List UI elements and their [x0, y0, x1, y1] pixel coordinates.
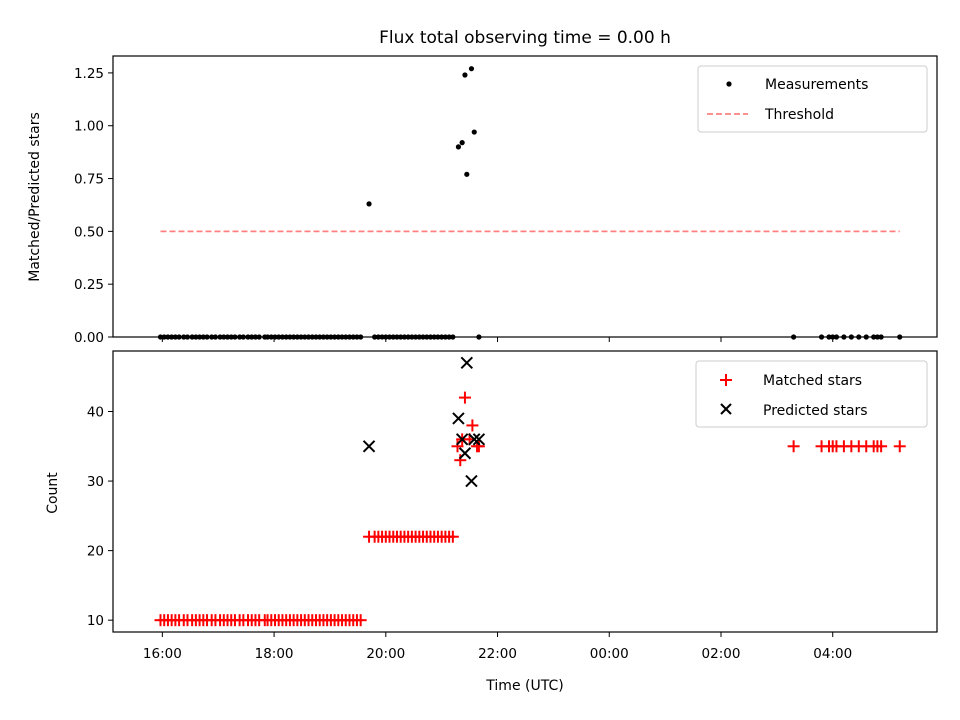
measurement-point: [366, 201, 372, 207]
top-y-tick-label: 1.00: [74, 119, 104, 135]
x-axis-label: Time (UTC): [485, 678, 563, 694]
bottom-y-axis-label: Count: [45, 472, 61, 514]
matched-star-point: [466, 419, 479, 432]
x-tick-label: 02:00: [702, 646, 741, 662]
bottom-x-axis: 16:00 18:00 20:00 22:00 00:00 02:00 04:00: [143, 632, 852, 662]
chart-title: Flux total observing time = 0.00 h: [379, 28, 671, 48]
legend-matched-label: Matched stars: [763, 373, 862, 389]
legend-threshold-label: Threshold: [764, 107, 834, 123]
predicted-star-point: [362, 440, 376, 453]
measurement-point: [462, 72, 468, 78]
bottom-y-tick-label: 20: [87, 544, 104, 560]
x-tick-label: 16:00: [143, 646, 182, 662]
x-tick-label: 18:00: [255, 646, 294, 662]
bottom-plot-area: [154, 356, 906, 627]
top-y-tick-label: 0.00: [74, 330, 104, 346]
bottom-panel: 10 20 30 40 16:00 18:00 20:00 22:00 00:00 02:00 0…: [45, 350, 938, 694]
x-tick-label: 00:00: [590, 646, 629, 662]
predicted-star-point: [452, 412, 465, 425]
top-y-axis: 0.00 0.25 0.50 0.75 1.00 1.25: [74, 66, 113, 346]
bottom-y-tick-label: 10: [87, 613, 104, 629]
top-y-tick-label: 0.25: [74, 277, 104, 293]
measurement-point: [464, 171, 470, 177]
legend-predicted-marker: [720, 403, 732, 415]
matched-star-point: [458, 391, 471, 404]
top-y-axis-label: Matched/Predicted stars: [27, 112, 43, 282]
matched-star-point: [446, 530, 459, 543]
matched-star-point: [472, 440, 485, 453]
legend-measurements-label: Measurements: [765, 77, 868, 93]
bottom-y-tick-label: 40: [87, 405, 104, 421]
predicted-star-point: [460, 356, 474, 370]
measurement-point: [459, 140, 465, 146]
top-legend-box: [697, 65, 928, 133]
predicted-star-point: [465, 474, 478, 488]
matched-star-point: [787, 440, 800, 453]
legend-matched-marker: [720, 374, 732, 386]
top-axes-frame: [112, 55, 938, 338]
x-tick-label: 04:00: [813, 646, 852, 662]
predicted-star-point: [472, 433, 486, 446]
x-tick-label: 20:00: [366, 646, 405, 662]
legend-measurements-marker: [726, 81, 732, 87]
top-y-tick-label: 0.50: [74, 224, 104, 240]
top-legend: Measurements Threshold: [697, 65, 928, 133]
predicted-star-point: [468, 433, 481, 446]
top-panel: 0.00 0.25 0.50 0.75 1.00 1.25 Matched/Predict…: [27, 55, 938, 346]
bottom-legend-box: [695, 360, 928, 428]
top-y-tick-label: 0.75: [74, 172, 104, 188]
matched-star-point: [875, 440, 888, 453]
x-tick-label: 22:00: [478, 646, 517, 662]
top-x-axis-ticks: [161, 337, 834, 342]
measurement-point: [468, 66, 475, 72]
predicted-star-point: [458, 447, 472, 460]
predicted-star-point: [455, 433, 469, 446]
measurement-point: [471, 129, 477, 135]
bottom-y-axis: 10 20 30 40: [87, 405, 113, 629]
legend-predicted-label: Predicted stars: [763, 403, 868, 419]
top-y-tick-label: 1.25: [74, 66, 104, 82]
matched-star-point: [451, 440, 464, 453]
bottom-legend: Matched stars Predicted stars: [695, 360, 928, 428]
bottom-axes-frame: [112, 350, 938, 633]
matched-star-point: [454, 454, 467, 467]
matched-star-point: [893, 440, 906, 453]
matched-star-point: [354, 614, 367, 627]
bottom-y-tick-label: 30: [87, 474, 104, 490]
measurement-point: [455, 144, 462, 150]
